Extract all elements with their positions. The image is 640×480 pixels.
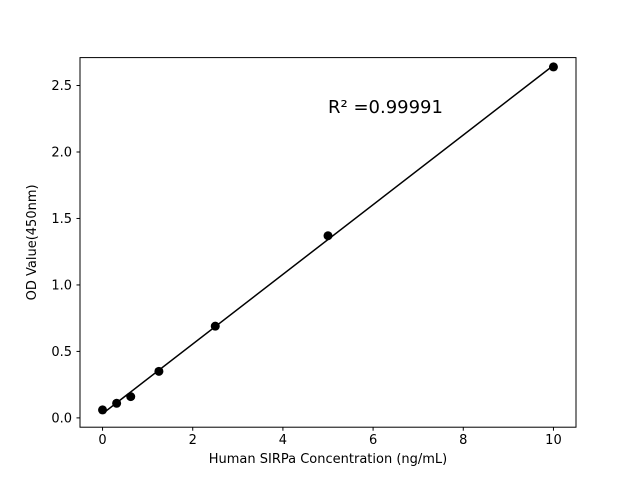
y-tick-label: 0.0 [51,411,72,426]
data-series-group [98,62,558,415]
axis-ticks-group: 0 2 4 6 8 10 0.0 0.5 1.0 1.5 2.0 2.5 [51,79,561,448]
x-tick-label: 0 [98,433,106,448]
data-point [126,392,136,402]
data-point [210,321,220,331]
data-point [323,231,333,241]
x-tick-label: 8 [459,433,467,448]
x-tick-label: 2 [189,433,197,448]
x-tick-label: 4 [279,433,287,448]
x-tick-label: 10 [545,433,562,448]
plot-frame [79,57,577,428]
x-tick-label: 6 [369,433,377,448]
y-tick-label: 2.0 [51,145,72,160]
plot-frame-group [79,57,577,428]
y-tick-label: 2.5 [51,79,72,94]
r-squared-annotation: R² =0.99991 [328,97,443,118]
data-point [548,62,558,72]
y-tick-label: 0.5 [51,345,72,360]
y-axis-label: OD Value(450nm) [25,184,40,300]
y-tick-label: 1.0 [51,278,72,293]
x-axis-label: Human SIRPa Concentration (ng/mL) [209,452,448,467]
y-tick-label: 1.5 [51,212,72,227]
data-point [154,366,164,376]
data-point [112,398,122,408]
data-point [98,405,108,415]
